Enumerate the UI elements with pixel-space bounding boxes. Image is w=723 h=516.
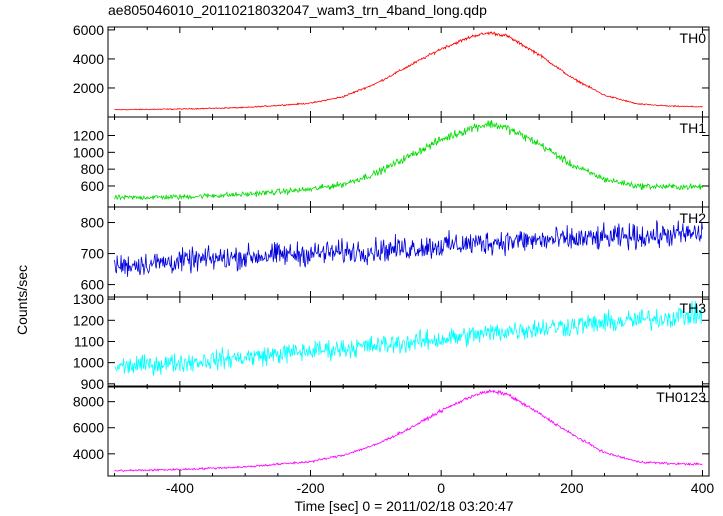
y-tick-label-th3: 1200 (73, 312, 104, 328)
y-tick-label-th2: 600 (81, 277, 105, 293)
y-tick-label-th2: 700 (81, 246, 105, 262)
x-tick-label: -400 (166, 480, 194, 496)
x-axis-label: Time [sec] 0 = 2011/02/18 03:20:47 (294, 498, 514, 514)
y-tick-label-th1: 800 (81, 161, 105, 177)
y-tick-label-th0123: 8000 (73, 394, 104, 410)
panel-frame-th2 (107, 206, 710, 298)
x-tick-label: 400 (691, 480, 715, 496)
y-tick-label-th1: 1200 (73, 128, 104, 144)
y-tick-label-th3: 1300 (73, 291, 104, 307)
y-tick-label-th0123: 6000 (73, 420, 104, 436)
y-tick-label-th0123: 4000 (73, 446, 104, 462)
x-tick-label: 200 (560, 480, 584, 496)
panel-frame-th0 (107, 26, 710, 118)
y-tick-label-th3: 1000 (73, 355, 104, 371)
chart-title: ae805046010_20110218032047_wam3_trn_4ban… (108, 2, 487, 18)
y-tick-label-th1: 600 (81, 178, 105, 194)
y-tick-label-th0: 4000 (73, 51, 104, 67)
x-tick-label: 0 (437, 480, 445, 496)
panel-name-th0: TH0 (680, 30, 707, 46)
series-line-th3 (114, 300, 703, 376)
series-line-th1 (114, 120, 703, 201)
panel-name-th0123: TH0123 (656, 389, 706, 405)
y-tick-label-th3: 900 (81, 376, 105, 392)
panel-name-th3: TH3 (680, 300, 707, 316)
y-tick-label-th1: 1000 (73, 144, 104, 160)
panel-frame-th1 (107, 116, 710, 208)
y-tick-label-th2: 800 (81, 215, 105, 231)
y-tick-label-th0: 2000 (73, 80, 104, 96)
y-tick-label-th0: 6000 (73, 22, 104, 38)
series-line-th2 (114, 220, 703, 277)
panel-name-th1: TH1 (680, 120, 707, 136)
y-tick-label-th3: 1100 (74, 333, 104, 349)
x-tick-label: -200 (296, 480, 324, 496)
panel-name-th2: TH2 (680, 210, 707, 226)
panel-frame-th0123 (107, 385, 710, 477)
series-line-th0 (114, 31, 703, 111)
series-line-th0123 (114, 389, 703, 472)
